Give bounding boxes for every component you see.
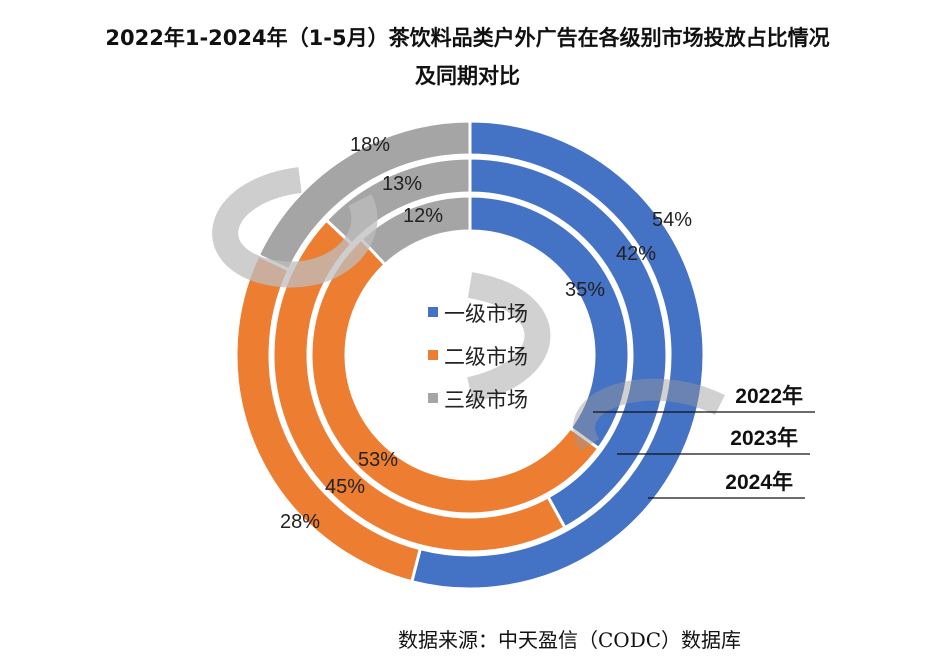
watermark-logo [212, 167, 378, 288]
chart-title: 2022年1-2024年（1-5月）茶饮料品类户外广告在各级别市场投放占比情况 [105, 26, 830, 50]
data-label: 54% [652, 209, 692, 231]
legend-swatch [428, 307, 438, 317]
legend-item: 一级市场 [444, 302, 528, 326]
segment-2024年-1 [409, 119, 706, 591]
segment-2022年-3 [359, 194, 472, 267]
data-label: 13% [382, 173, 422, 195]
legend-item: 三级市场 [444, 388, 528, 412]
chart-title-line2: 及同期对比 [415, 64, 520, 88]
data-label: 35% [565, 279, 605, 301]
data-label: 42% [616, 243, 656, 265]
segment-2024年-3 [256, 119, 472, 272]
year-label: 2024年 [725, 470, 793, 494]
source-note: 数据来源：中天盈信（CODC）数据库 [398, 628, 742, 652]
watermark-logo [573, 378, 725, 452]
legend-item: 二级市场 [444, 345, 528, 369]
year-label: 2022年 [735, 384, 803, 408]
watermark-logo [466, 272, 551, 403]
data-label: 45% [325, 476, 365, 498]
data-label: 12% [403, 205, 443, 227]
legend-swatch [428, 393, 438, 403]
year-label: 2023年 [730, 426, 798, 450]
data-label: 18% [350, 134, 390, 156]
data-label: 53% [358, 449, 398, 471]
data-label: 28% [280, 511, 320, 533]
legend-swatch [428, 350, 438, 360]
